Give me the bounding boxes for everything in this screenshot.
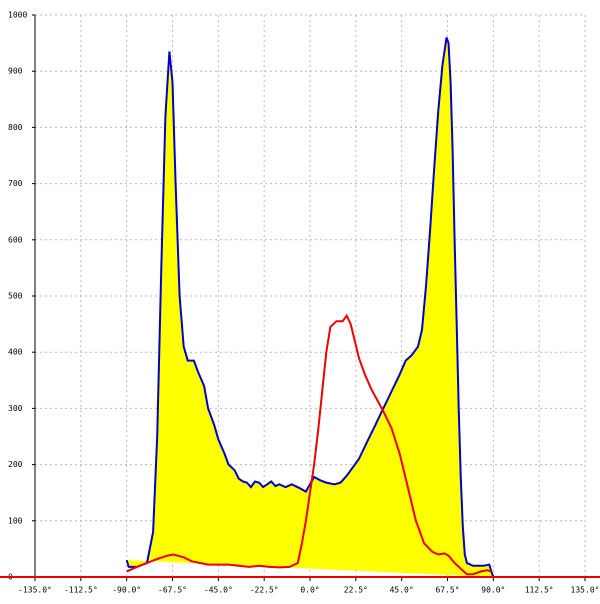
y-tick-label: 800: [8, 123, 23, 132]
x-tick-label: -22.5°: [250, 586, 279, 595]
x-tick-label: -90.0°: [112, 586, 141, 595]
x-tick-label: 112.5°: [525, 586, 554, 595]
area-fill: [126, 37, 494, 577]
x-tick-label: -135.0°: [18, 586, 52, 595]
y-tick-label: 100: [8, 516, 23, 525]
y-tick-label: 400: [8, 348, 23, 357]
y-tick-label: 1000: [8, 11, 27, 20]
y-tick-label: 600: [8, 235, 23, 244]
y-tick-label: 700: [8, 179, 23, 188]
line: [125, 37, 495, 578]
y-tick-label: 900: [8, 67, 23, 76]
y-tick-label: 500: [8, 292, 23, 301]
y-tick-label: 300: [8, 404, 23, 413]
x-tick-label: -67.5°: [158, 586, 187, 595]
x-tick-label: -45.0°: [204, 586, 233, 595]
y-tick-label: 200: [8, 460, 23, 469]
line: [126, 313, 492, 576]
x-tick-label: 22.5°: [344, 586, 368, 595]
x-tick-label: 135.0°: [571, 586, 600, 595]
x-tick-label: -112.5°: [64, 586, 98, 595]
x-tick-label: 0.0°: [300, 586, 319, 595]
x-tick-label: 45.0°: [390, 586, 414, 595]
x-tick-label: 90.0°: [481, 586, 505, 595]
x-tick-label: 67.5°: [435, 586, 459, 595]
